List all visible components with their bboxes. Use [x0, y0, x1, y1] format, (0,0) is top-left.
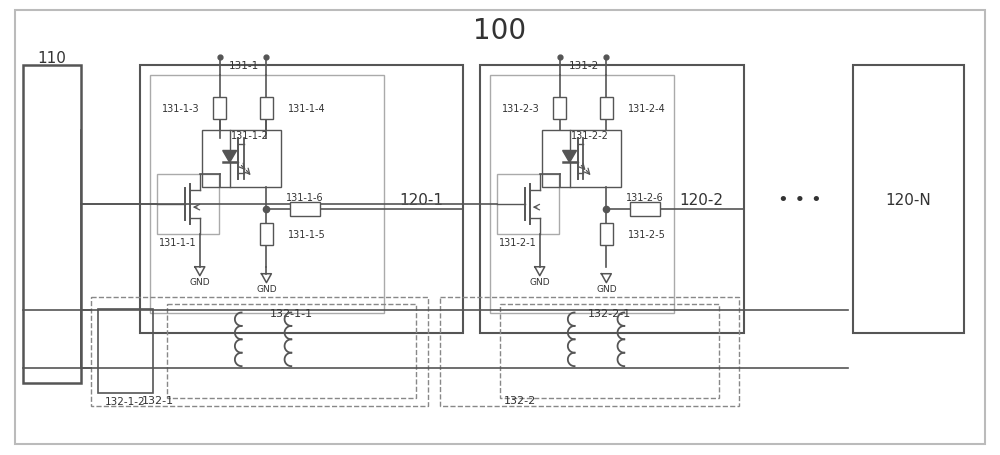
- Text: 132-1-1: 132-1-1: [270, 309, 313, 319]
- Text: GND: GND: [596, 284, 617, 293]
- Text: 132-2-1: 132-2-1: [588, 309, 631, 319]
- Text: 131-1-3: 131-1-3: [162, 103, 200, 113]
- Text: GND: GND: [256, 284, 277, 293]
- Text: 100: 100: [473, 17, 527, 45]
- Bar: [500, 304, 719, 398]
- Text: 131-2: 131-2: [568, 61, 599, 71]
- Bar: [290, 203, 320, 217]
- Bar: [98, 309, 153, 393]
- Text: • • •: • • •: [778, 191, 822, 209]
- Text: 132-2: 132-2: [504, 395, 536, 405]
- Text: 131-2-6: 131-2-6: [626, 193, 664, 203]
- Text: 132-1: 132-1: [142, 395, 174, 405]
- Bar: [553, 97, 566, 119]
- Text: 131-1-2: 131-1-2: [231, 130, 268, 140]
- Bar: [150, 76, 384, 314]
- Bar: [23, 66, 81, 383]
- Bar: [853, 66, 964, 334]
- Bar: [600, 97, 613, 119]
- Text: 131-2-2: 131-2-2: [571, 130, 608, 140]
- Text: 132-1-2: 132-1-2: [105, 396, 146, 406]
- Bar: [630, 203, 660, 217]
- Bar: [91, 297, 428, 406]
- Bar: [140, 66, 463, 334]
- Bar: [490, 76, 674, 314]
- Text: 120-N: 120-N: [886, 192, 931, 207]
- Bar: [480, 66, 744, 334]
- Bar: [167, 304, 416, 398]
- Text: 131-2-1: 131-2-1: [499, 238, 537, 248]
- Text: 131-2-4: 131-2-4: [628, 103, 666, 113]
- Bar: [260, 223, 273, 245]
- Text: 131-1: 131-1: [228, 61, 259, 71]
- Text: 131-1-4: 131-1-4: [288, 103, 326, 113]
- Bar: [497, 175, 559, 234]
- Text: 131-1-1: 131-1-1: [159, 238, 197, 248]
- Bar: [600, 223, 613, 245]
- Polygon shape: [223, 151, 237, 163]
- Text: 131-1-6: 131-1-6: [286, 193, 324, 203]
- Bar: [260, 97, 273, 119]
- Bar: [157, 175, 219, 234]
- Text: 120-2: 120-2: [680, 192, 724, 207]
- Text: 131-2-5: 131-2-5: [628, 229, 666, 239]
- Bar: [542, 130, 621, 188]
- Text: 120-1: 120-1: [399, 192, 443, 207]
- Text: 131-2-3: 131-2-3: [502, 103, 540, 113]
- Bar: [440, 297, 739, 406]
- Bar: [202, 130, 281, 188]
- Text: GND: GND: [529, 278, 550, 287]
- Polygon shape: [563, 151, 577, 163]
- Bar: [213, 97, 226, 119]
- Text: 131-1-5: 131-1-5: [288, 229, 326, 239]
- Text: 110: 110: [37, 51, 66, 66]
- Text: GND: GND: [190, 278, 210, 287]
